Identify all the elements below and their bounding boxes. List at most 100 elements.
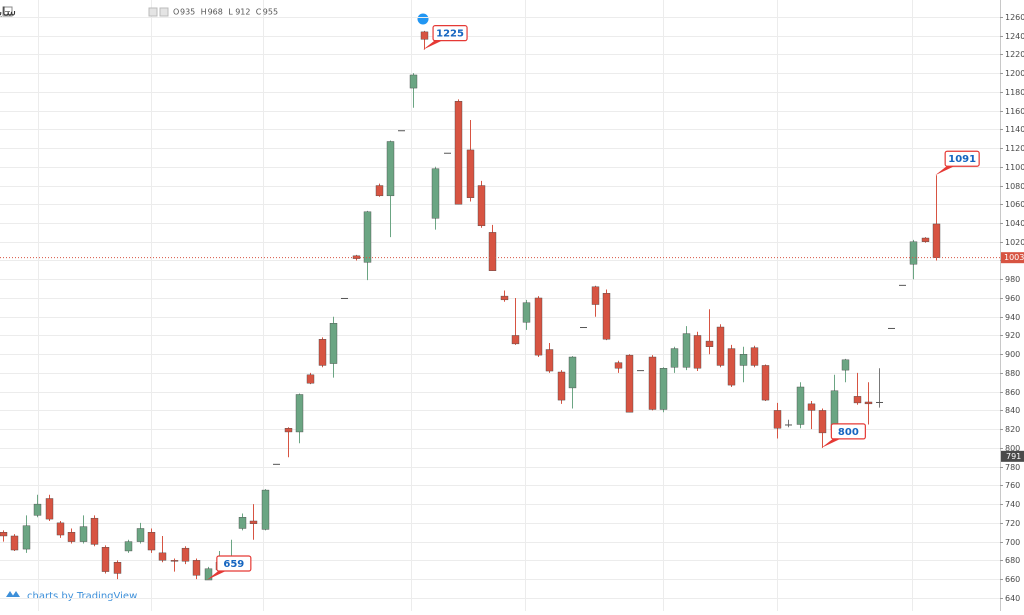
y-tick-label: 1020 bbox=[1005, 238, 1024, 247]
candle-body bbox=[602, 293, 611, 340]
candle-body bbox=[899, 284, 906, 286]
candle-body bbox=[670, 348, 679, 368]
y-tick-label: 920 bbox=[1005, 331, 1020, 340]
candle-body bbox=[67, 532, 76, 542]
y-tick-label: 900 bbox=[1005, 350, 1020, 359]
tv-logo bbox=[6, 591, 20, 597]
y-tick-label: 640 bbox=[1005, 594, 1020, 603]
y-tick-label: 1120 bbox=[1005, 144, 1024, 153]
y-tick-label: 1040 bbox=[1005, 219, 1024, 228]
legend-value: 968 bbox=[208, 8, 223, 17]
y-tick-label: 1080 bbox=[1005, 182, 1024, 191]
y-tick-label: 1260 bbox=[1005, 13, 1024, 22]
y-tick-label: 880 bbox=[1005, 369, 1020, 378]
candle-body bbox=[261, 489, 270, 530]
y-tick-label: 800 bbox=[1005, 444, 1020, 453]
candle-body bbox=[181, 547, 190, 562]
y-tick-label: 1220 bbox=[1005, 50, 1024, 59]
legend-key: L bbox=[228, 8, 233, 17]
legend-key: C bbox=[256, 8, 262, 17]
annotation-pointer bbox=[821, 436, 841, 448]
candle-body bbox=[761, 365, 770, 401]
legend-value: 912 bbox=[235, 8, 250, 17]
candle-body bbox=[454, 100, 463, 205]
candle-body bbox=[170, 560, 179, 562]
candle-body bbox=[444, 152, 451, 154]
y-tick-label: 740 bbox=[1005, 500, 1020, 509]
legend-key: H bbox=[201, 8, 207, 17]
candle-body bbox=[796, 386, 805, 425]
candle-body bbox=[158, 552, 167, 561]
candle-body bbox=[637, 370, 644, 372]
candle-body bbox=[10, 535, 19, 551]
candle-body bbox=[716, 326, 725, 366]
annotation-label: 659 bbox=[223, 559, 244, 570]
candle-body bbox=[488, 232, 497, 271]
candle-body bbox=[682, 333, 691, 368]
candle-body bbox=[398, 130, 405, 132]
candle-body bbox=[648, 356, 657, 410]
candle-body bbox=[363, 211, 372, 263]
legend-value: 955 bbox=[263, 8, 278, 17]
candle-body bbox=[773, 410, 782, 429]
y-tick-label: 1200 bbox=[1005, 69, 1024, 78]
settings-icon[interactable] bbox=[159, 7, 169, 17]
candle-body bbox=[466, 149, 475, 198]
candle-body bbox=[431, 168, 440, 219]
candle-body bbox=[522, 302, 531, 323]
candle-body bbox=[693, 335, 702, 369]
candle-body bbox=[45, 498, 54, 520]
candle-body bbox=[888, 327, 895, 329]
event-marker[interactable] bbox=[417, 13, 429, 25]
candle-body bbox=[136, 528, 145, 542]
y-tick-label: 1060 bbox=[1005, 200, 1024, 209]
price-marker-label: 791 bbox=[1006, 452, 1021, 461]
y-tick-label: 840 bbox=[1005, 406, 1020, 415]
candle-body bbox=[750, 347, 759, 366]
candle-body bbox=[409, 74, 418, 89]
y-tick-label: 820 bbox=[1005, 425, 1020, 434]
candle-body bbox=[568, 356, 577, 389]
annotation-box bbox=[216, 555, 252, 572]
candle-body bbox=[249, 520, 258, 524]
annotation-pointer bbox=[206, 569, 226, 581]
candle-body bbox=[841, 359, 850, 371]
y-tick-label: 760 bbox=[1005, 481, 1020, 490]
candle-body bbox=[124, 541, 133, 552]
candle-body bbox=[705, 340, 714, 347]
candle-body bbox=[386, 141, 395, 197]
candle-body bbox=[727, 348, 736, 386]
annotation-box bbox=[944, 150, 980, 167]
y-tick-label: 1100 bbox=[1005, 163, 1024, 172]
watermark[interactable]: charts by TradingView bbox=[27, 591, 137, 602]
collapse-icon[interactable] bbox=[2, 6, 13, 17]
candle-body bbox=[909, 241, 918, 265]
candle-body bbox=[341, 297, 348, 299]
candle-body bbox=[818, 410, 827, 434]
candle-body bbox=[921, 237, 930, 242]
y-tick-label: 680 bbox=[1005, 556, 1020, 565]
candle-body bbox=[591, 286, 600, 305]
annotation-label: 1091 bbox=[948, 154, 976, 165]
candle-body bbox=[625, 354, 634, 413]
candle-body bbox=[876, 401, 883, 403]
legend-key: O bbox=[173, 8, 179, 17]
candle-body bbox=[477, 185, 486, 227]
annotation-label: 1225 bbox=[436, 29, 464, 40]
candle-body bbox=[534, 297, 543, 356]
candle-body bbox=[113, 562, 122, 574]
y-tick-label: 940 bbox=[1005, 313, 1020, 322]
candle-body bbox=[204, 568, 213, 581]
annotation-pointer bbox=[423, 38, 443, 50]
candle-body bbox=[807, 403, 816, 411]
symbol-title: سایپا دیزل, D, بورس تهران bbox=[0, 5, 16, 20]
settings-icon[interactable] bbox=[148, 7, 158, 17]
candle-body bbox=[545, 349, 554, 372]
candle-body bbox=[853, 396, 862, 404]
annotation-pointer bbox=[935, 164, 955, 176]
annotation-label: 800 bbox=[838, 427, 859, 438]
candle-body bbox=[318, 339, 327, 366]
candle-body bbox=[932, 223, 941, 258]
